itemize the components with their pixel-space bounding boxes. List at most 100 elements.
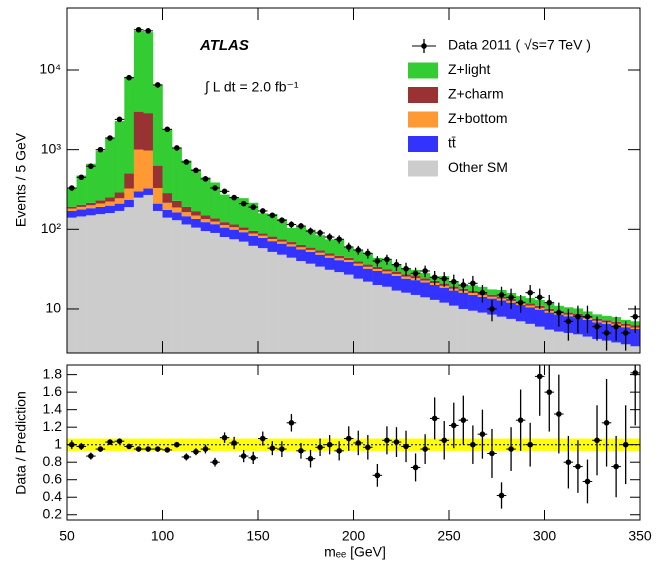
- marker: [183, 159, 190, 165]
- data-point: [410, 267, 421, 281]
- data-point: [601, 321, 612, 351]
- marker: [212, 185, 218, 191]
- stack-bar: [611, 342, 622, 353]
- stack-bar: [487, 294, 498, 297]
- x-tick-label: 250: [437, 528, 461, 544]
- stack-bar: [95, 206, 106, 215]
- stack-bar: [152, 84, 163, 166]
- data-point: [305, 227, 316, 235]
- ratio-point: [219, 432, 230, 443]
- ratio-point: [506, 427, 516, 471]
- data-point: [124, 74, 134, 81]
- marker: [536, 294, 543, 301]
- stack-bar: [219, 237, 230, 353]
- ratio-point: [267, 441, 278, 456]
- stack-bar: [248, 233, 259, 236]
- stack-bar: [458, 308, 469, 353]
- marker: [250, 204, 257, 210]
- marker: [489, 306, 495, 312]
- marker: [565, 318, 572, 325]
- stack-bar: [449, 290, 459, 306]
- stack-bar: [324, 255, 335, 258]
- ratio-point: [86, 452, 96, 460]
- ratio-point: [449, 402, 459, 449]
- stack-bar: [296, 249, 307, 262]
- stack-bar: [324, 253, 335, 256]
- stack-bar: [439, 302, 450, 353]
- stack-bar: [200, 219, 211, 223]
- stack-bar: [267, 251, 278, 353]
- stack-bar: [67, 208, 77, 211]
- data-point: [86, 163, 96, 169]
- data-point: [334, 235, 344, 244]
- marker: [527, 441, 533, 448]
- stack-bar: [544, 329, 555, 353]
- stack-bar: [248, 235, 259, 246]
- stack-bar: [114, 120, 125, 193]
- stack-bar: [534, 309, 545, 327]
- stack-bar: [343, 274, 354, 353]
- marker: [317, 444, 323, 451]
- y-tick-label: 0.4: [43, 488, 63, 504]
- marker: [174, 145, 180, 151]
- marker: [431, 415, 438, 422]
- data-point: [420, 265, 430, 278]
- ratio-point: [429, 397, 440, 440]
- stack-bar: [86, 202, 96, 206]
- luminosity: ∫ L dt = 2.0 fb⁻¹: [204, 79, 299, 95]
- y-tick-label: 10²: [41, 220, 62, 236]
- ratio-point: [105, 439, 115, 445]
- marker: [365, 250, 371, 257]
- marker: [546, 389, 553, 395]
- data-point: [296, 222, 306, 230]
- stack-bar: [305, 229, 316, 248]
- stack-bar: [506, 302, 517, 319]
- stack-bar: [124, 188, 135, 200]
- marker: [412, 464, 419, 471]
- marker: [632, 313, 639, 320]
- stack-bar: [353, 263, 364, 266]
- stack-bar: [76, 206, 87, 210]
- marker: [97, 446, 104, 452]
- marker: [441, 437, 448, 444]
- stack-bar: [200, 222, 211, 232]
- stack-bar: [172, 212, 182, 221]
- marker: [603, 419, 610, 426]
- stack-bar: [420, 297, 431, 353]
- stack-bar: [343, 247, 354, 258]
- stack-bar: [210, 182, 221, 219]
- marker: [384, 437, 390, 444]
- stack-bar: [515, 321, 526, 353]
- marker: [345, 244, 352, 250]
- marker: [431, 274, 438, 281]
- stack-bar: [506, 318, 517, 353]
- data-point: [277, 217, 287, 224]
- marker: [116, 116, 123, 123]
- stack-bar: [305, 251, 316, 264]
- stack-bar: [105, 197, 116, 202]
- marker: [307, 228, 314, 234]
- stack-bar: [363, 266, 373, 269]
- data-point: [286, 221, 297, 228]
- stack-bar: [315, 254, 326, 267]
- stack-bar: [162, 202, 173, 210]
- marker: [517, 417, 524, 423]
- ratio-point: [133, 446, 144, 452]
- marker: [97, 146, 104, 153]
- stack-bar: [143, 113, 154, 151]
- stack-bar: [372, 266, 383, 270]
- data-point: [573, 305, 583, 333]
- marker: [240, 200, 247, 207]
- data-point: [477, 284, 488, 303]
- legend-label: Data 2011 ( √s=7 TeV ): [448, 37, 591, 53]
- stack-bar: [114, 198, 125, 204]
- stack-bar: [296, 244, 307, 248]
- marker: [422, 446, 428, 452]
- stack-bar: [133, 197, 144, 353]
- stack-bar: [420, 282, 431, 298]
- stack-bar: [181, 224, 192, 353]
- top-plot: [67, 26, 640, 353]
- stack-bar: [410, 280, 421, 295]
- ratio-point: [95, 446, 106, 452]
- stack-bar: [382, 273, 392, 287]
